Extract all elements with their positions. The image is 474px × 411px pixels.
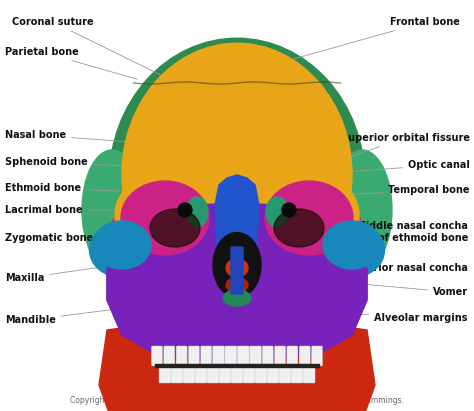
Ellipse shape bbox=[121, 181, 209, 255]
FancyBboxPatch shape bbox=[212, 346, 225, 366]
Ellipse shape bbox=[82, 150, 142, 270]
Ellipse shape bbox=[226, 277, 248, 293]
Ellipse shape bbox=[323, 221, 381, 269]
FancyBboxPatch shape bbox=[299, 346, 310, 366]
Text: Superior orbital fissure: Superior orbital fissure bbox=[328, 133, 470, 164]
Ellipse shape bbox=[226, 259, 248, 277]
FancyBboxPatch shape bbox=[303, 364, 315, 383]
Polygon shape bbox=[99, 320, 375, 411]
Text: Coronal suture: Coronal suture bbox=[12, 17, 173, 81]
Ellipse shape bbox=[259, 173, 359, 258]
FancyBboxPatch shape bbox=[255, 364, 267, 383]
FancyBboxPatch shape bbox=[262, 346, 273, 366]
Text: Sphenoid bone: Sphenoid bone bbox=[5, 157, 159, 168]
Circle shape bbox=[178, 203, 192, 217]
FancyBboxPatch shape bbox=[274, 346, 285, 366]
Ellipse shape bbox=[266, 197, 288, 227]
FancyBboxPatch shape bbox=[176, 346, 187, 366]
Text: Parietal bone: Parietal bone bbox=[5, 47, 137, 79]
Text: Alveolar margins: Alveolar margins bbox=[298, 310, 468, 323]
Ellipse shape bbox=[122, 44, 352, 307]
Ellipse shape bbox=[122, 44, 352, 307]
Text: Zygomatic bone: Zygomatic bone bbox=[5, 228, 172, 243]
Text: Lacrimal bone: Lacrimal bone bbox=[5, 205, 212, 215]
Text: Inferior nasal concha: Inferior nasal concha bbox=[313, 258, 468, 273]
FancyBboxPatch shape bbox=[231, 247, 243, 294]
FancyBboxPatch shape bbox=[279, 364, 291, 383]
FancyBboxPatch shape bbox=[171, 364, 183, 383]
Text: Maxilla: Maxilla bbox=[5, 259, 162, 283]
FancyBboxPatch shape bbox=[152, 346, 163, 366]
FancyBboxPatch shape bbox=[164, 346, 175, 366]
Ellipse shape bbox=[265, 181, 353, 255]
Ellipse shape bbox=[223, 290, 251, 306]
Polygon shape bbox=[215, 175, 259, 265]
FancyBboxPatch shape bbox=[237, 346, 249, 366]
FancyBboxPatch shape bbox=[201, 346, 212, 366]
Ellipse shape bbox=[213, 233, 261, 298]
Text: Vomer: Vomer bbox=[265, 275, 468, 297]
Polygon shape bbox=[107, 203, 367, 362]
FancyBboxPatch shape bbox=[291, 364, 303, 383]
Text: Frontal bone: Frontal bone bbox=[292, 17, 460, 59]
Text: Nasal bone: Nasal bone bbox=[5, 130, 197, 147]
Ellipse shape bbox=[150, 209, 200, 247]
FancyBboxPatch shape bbox=[311, 346, 322, 366]
FancyBboxPatch shape bbox=[267, 364, 279, 383]
Ellipse shape bbox=[131, 72, 343, 208]
Text: Middle nasal concha
of ethmoid bone: Middle nasal concha of ethmoid bone bbox=[313, 221, 468, 243]
Ellipse shape bbox=[93, 221, 151, 269]
Polygon shape bbox=[107, 203, 367, 362]
FancyBboxPatch shape bbox=[189, 346, 200, 366]
FancyBboxPatch shape bbox=[231, 364, 243, 383]
Ellipse shape bbox=[109, 38, 365, 322]
Ellipse shape bbox=[90, 222, 155, 277]
FancyBboxPatch shape bbox=[183, 364, 195, 383]
Ellipse shape bbox=[319, 222, 384, 277]
Ellipse shape bbox=[186, 197, 208, 227]
Circle shape bbox=[282, 203, 296, 217]
FancyBboxPatch shape bbox=[219, 364, 231, 383]
Text: Ethmoid bone: Ethmoid bone bbox=[5, 183, 215, 195]
Ellipse shape bbox=[332, 150, 392, 270]
FancyBboxPatch shape bbox=[243, 364, 255, 383]
Ellipse shape bbox=[115, 173, 215, 258]
FancyBboxPatch shape bbox=[159, 364, 171, 383]
FancyBboxPatch shape bbox=[287, 346, 298, 366]
FancyBboxPatch shape bbox=[249, 346, 262, 366]
Text: Copyright © 2009 Pearson Education, Inc., publishing as Pearson Benjamin Cumming: Copyright © 2009 Pearson Education, Inc.… bbox=[70, 396, 404, 405]
Ellipse shape bbox=[110, 208, 148, 263]
Text: Mandible: Mandible bbox=[5, 305, 145, 325]
Ellipse shape bbox=[326, 208, 364, 263]
FancyBboxPatch shape bbox=[225, 346, 237, 366]
FancyBboxPatch shape bbox=[195, 364, 207, 383]
Text: Optic canal: Optic canal bbox=[308, 160, 470, 175]
Text: Temporal bone: Temporal bone bbox=[343, 185, 470, 195]
Ellipse shape bbox=[274, 209, 324, 247]
FancyBboxPatch shape bbox=[207, 364, 219, 383]
